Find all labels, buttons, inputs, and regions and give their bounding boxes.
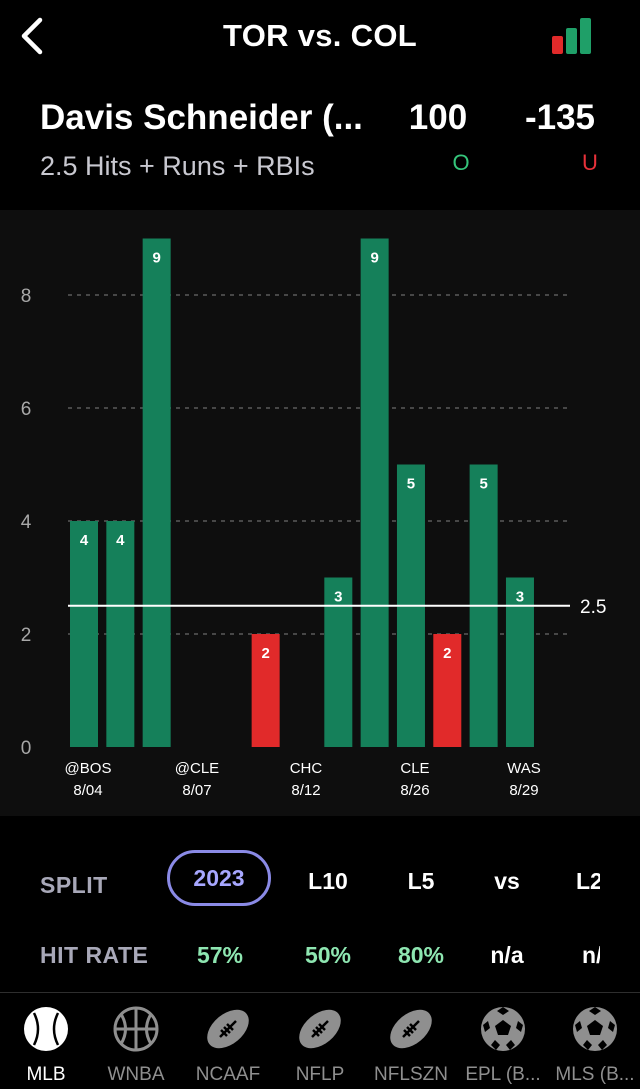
x-tick-date: 8/04 — [73, 782, 102, 799]
hit-rate-l2: n/a — [582, 942, 600, 968]
bar — [251, 634, 280, 747]
nav-label-nflp: NFLP — [295, 1064, 345, 1085]
split-tab-vs[interactable]: vs — [494, 868, 520, 894]
nav-item-mls[interactable]: MLS (B... — [550, 993, 640, 1089]
bar-value-label: 2 — [261, 645, 269, 662]
x-tick-opponent: WAS — [507, 760, 541, 777]
hit-rate-vs: n/a — [490, 942, 524, 968]
player-name: Davis Schneider (... — [40, 98, 363, 137]
nav-label-ncaaf: NCAAF — [195, 1064, 261, 1085]
under-label: U — [582, 150, 598, 175]
nav-label-epl: EPL (B... — [465, 1064, 541, 1085]
bar-value-label: 4 — [80, 532, 89, 549]
over-label: O — [452, 150, 470, 175]
back-button[interactable] — [18, 16, 48, 56]
football-icon — [390, 1009, 432, 1049]
split-tab-l5[interactable]: L5 — [407, 868, 435, 894]
basketball-icon — [113, 1006, 159, 1052]
nav-label-mlb: MLB — [26, 1064, 66, 1085]
bar-value-label: 3 — [334, 589, 342, 606]
under-odds[interactable]: -135 — [524, 98, 596, 137]
bar-value-label: 3 — [516, 589, 524, 606]
bar-value-label: 9 — [370, 250, 378, 267]
nav-item-ncaaf[interactable]: NCAAF — [183, 993, 273, 1089]
y-tick-label: 0 — [21, 738, 32, 759]
nav-label-wnba: WNBA — [107, 1064, 165, 1085]
bar-value-label: 5 — [407, 476, 415, 493]
bar — [106, 521, 135, 747]
bar — [142, 238, 171, 747]
x-tick-opponent: CHC — [290, 760, 323, 777]
split-row: SPLIT 2023 L10 L5 vs L2 — [0, 850, 640, 912]
hit-rate-2023: 57% — [196, 942, 244, 968]
y-tick-label: 2 — [21, 625, 32, 646]
baseball-icon — [24, 1007, 68, 1051]
threshold-label: 2.5 — [580, 597, 606, 618]
x-tick-date: 8/29 — [509, 782, 538, 799]
nav-item-epl[interactable]: EPL (B... — [458, 993, 548, 1089]
bar-value-label: 9 — [152, 250, 160, 267]
x-tick-date: 8/26 — [400, 782, 429, 799]
nav-item-nflszn[interactable]: NFLSZN — [366, 993, 456, 1089]
split-tab-l10[interactable]: L10 — [308, 868, 348, 894]
football-icon — [207, 1009, 249, 1049]
bar — [70, 521, 98, 747]
split-label: SPLIT — [40, 872, 108, 898]
nav-item-wnba[interactable]: WNBA — [91, 993, 181, 1089]
chevron-left-icon — [21, 17, 43, 55]
page-title: TOR vs. COL — [223, 18, 417, 53]
nav-item-mlb[interactable]: MLB — [1, 993, 91, 1089]
bar — [433, 634, 462, 747]
football-icon — [299, 1009, 341, 1049]
hit-rate-label: HIT RATE — [40, 942, 149, 968]
x-tick-date: 8/07 — [182, 782, 211, 799]
x-tick-opponent: @BOS — [65, 760, 112, 777]
sport-tab-bar: MLB WNBA NCAAF NFLP — [0, 992, 640, 1089]
hit-rate-l5: 80% — [397, 942, 445, 968]
x-tick-opponent: @CLE — [175, 760, 219, 777]
bar-chart: 0 2 4 6 8 4 4 9 2 3 9 5 2 5 3 2.5 @BOS 8/04 @CLE 8/07 CHC 8/1… — [0, 210, 640, 816]
soccer-ball-icon — [573, 1007, 617, 1051]
nav-label-nflszn: NFLSZN — [374, 1064, 448, 1085]
x-tick-date: 8/12 — [291, 782, 320, 799]
bar-value-label: 5 — [479, 476, 487, 493]
nav-label-mls: MLS (B... — [555, 1064, 635, 1085]
split-tab-2023[interactable]: 2023 — [167, 850, 271, 906]
soccer-ball-icon — [481, 1007, 525, 1051]
over-odds[interactable]: 100 — [408, 98, 468, 137]
bar-value-label: 2 — [443, 645, 451, 662]
x-tick-opponent: CLE — [400, 760, 429, 777]
split-tab-l2[interactable]: L2 — [576, 868, 600, 894]
bar — [360, 238, 389, 747]
nav-item-nflp[interactable]: NFLP — [275, 993, 365, 1089]
y-tick-label: 4 — [21, 512, 32, 533]
hit-rate-row: HIT RATE 57% 50% 80% n/a n/a — [0, 930, 640, 990]
y-tick-label: 8 — [21, 286, 32, 307]
trend-bars-icon[interactable] — [552, 16, 596, 56]
bar-value-label: 4 — [116, 532, 125, 549]
y-tick-label: 6 — [21, 399, 32, 420]
hit-rate-l10: 50% — [304, 942, 352, 968]
prop-line-label: 2.5 Hits + Runs + RBIs — [40, 151, 315, 181]
